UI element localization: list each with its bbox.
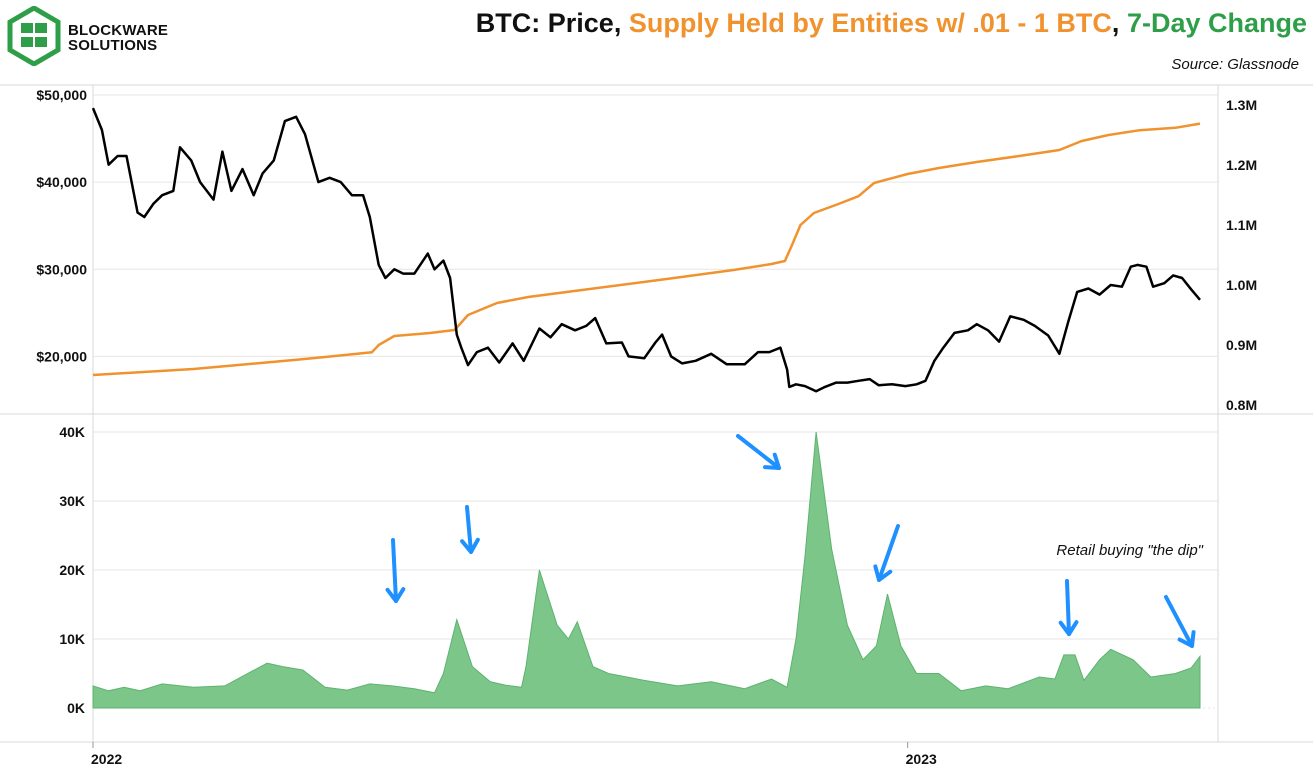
arrow-shaft: [736, 434, 781, 470]
y-tick-label-change: 40K: [59, 424, 85, 440]
series-price-line: [91, 107, 1201, 393]
y-tick-label-supply: 0.8M: [1226, 397, 1257, 413]
arrow-shaft: [877, 524, 900, 582]
y-tick-label-price: $30,000: [36, 261, 87, 277]
y-tick-label-price: $40,000: [36, 174, 87, 190]
arrow-icon: [873, 524, 900, 582]
title-part-change: 7-Day Change: [1126, 8, 1307, 38]
line-layer: [91, 107, 1201, 393]
arrow-icon: [1058, 579, 1079, 636]
arrow-shaft: [391, 538, 398, 603]
title-separator: ,: [1111, 8, 1127, 38]
y-tick-label-change: 0K: [67, 700, 85, 716]
y-tick-label-supply: 1.3M: [1226, 97, 1257, 113]
logo-icon: [7, 6, 61, 66]
y-tick-label-change: 20K: [59, 562, 85, 578]
y-tick-label-supply: 1.2M: [1226, 157, 1257, 173]
area-layer: [92, 431, 1201, 709]
y-tick-label-supply: 0.9M: [1226, 337, 1257, 353]
y-tick-label-price: $20,000: [36, 348, 87, 364]
title-part-price: BTC: Price: [475, 8, 614, 38]
arrow-head: [385, 587, 406, 603]
logo-line1: BLOCKWARE: [68, 22, 169, 39]
arrow-icon: [736, 434, 781, 470]
arrow-layer: [385, 434, 1196, 648]
axis-layer: $20,000 $30,000 $40,000 $50,000 0.8M 0.9M 1.0M…: [36, 87, 1257, 767]
logo-line2: SOLUTIONS: [68, 37, 158, 54]
y-tick-label-change: 10K: [59, 631, 85, 647]
y-tick-label-supply: 1.1M: [1226, 217, 1257, 233]
arrow-shaft: [1164, 595, 1194, 648]
arrow-icon: [460, 505, 480, 554]
arrow-head: [763, 452, 781, 470]
logo: BLOCKWARE SOLUTIONS: [6, 6, 169, 70]
series-7day-change-area: [92, 431, 1201, 709]
grid-layer: [0, 84, 1313, 743]
arrow-shaft: [465, 505, 473, 554]
arrow-head: [1058, 620, 1079, 636]
x-tick-label: 2022: [91, 751, 122, 767]
arrow-head: [873, 564, 893, 582]
chart-title: BTC: Price, Supply Held by Entities w/ .…: [476, 8, 1307, 39]
arrow-head: [460, 537, 480, 554]
source-note: Source: Glassnode: [1171, 56, 1299, 73]
y-tick-label-change: 30K: [59, 493, 85, 509]
retail-annotation: Retail buying "the dip": [1056, 542, 1203, 559]
x-tick-label: 2023: [906, 751, 937, 767]
arrow-head: [1177, 630, 1196, 648]
arrow-shaft: [1065, 579, 1071, 636]
series-supply-line: [92, 122, 1201, 377]
arrow-icon: [385, 538, 406, 603]
y-tick-label-supply: 1.0M: [1226, 277, 1257, 293]
arrow-icon: [1164, 595, 1196, 648]
y-tick-label-price: $50,000: [36, 87, 87, 103]
title-part-supply: Supply Held by Entities w/ .01 - 1 BTC: [628, 8, 1112, 38]
title-separator: ,: [613, 8, 629, 38]
